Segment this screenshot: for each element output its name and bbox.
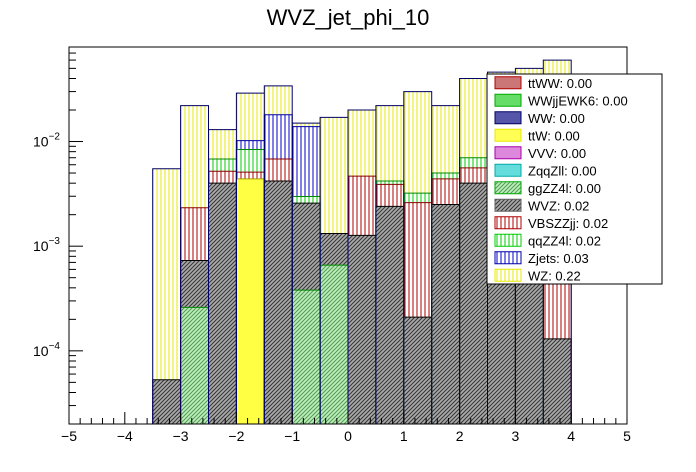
legend: ttWW: 0.00 WWjjEWK6: 0.00 WW: 0.00 ttW: 0.0…	[486, 73, 663, 285]
x-tick-label: −2	[228, 428, 244, 444]
legend-swatch	[494, 181, 522, 195]
legend-swatch	[494, 163, 522, 177]
legend-swatch	[494, 198, 522, 212]
legend-swatch	[494, 268, 522, 282]
x-tick-label: 5	[623, 428, 631, 444]
bar-qqZZ4l-4	[180, 307, 209, 424]
x-tick-label: 2	[456, 428, 464, 444]
legend-label: WW: 0.00	[528, 111, 585, 126]
legend-swatch	[494, 251, 522, 265]
x-axis: −5 −4 −3 −2 −1 0 1 2 3 4 5	[61, 412, 631, 444]
legend-label: WVZ: 0.02	[528, 198, 589, 213]
x-tick-label: 3	[512, 428, 520, 444]
bar-WZ-6	[236, 178, 265, 424]
bar-WVZ-3	[152, 379, 181, 424]
bar-WVZ-17	[543, 338, 572, 424]
bar-WVZ-5	[208, 183, 237, 424]
outline-total	[152, 59, 572, 424]
bar-WVZ-14	[459, 183, 488, 424]
y-tick-label: 10−4	[33, 341, 60, 359]
bar-qqZZ4l-8	[292, 290, 321, 424]
legend-label: qqZZ4l: 0.02	[528, 233, 601, 248]
bar-WVZ-13	[431, 204, 460, 424]
legend-label: ttW: 0.00	[528, 128, 580, 143]
legend-label: VBSZZjj: 0.02	[528, 216, 608, 231]
x-tick-label: −4	[117, 428, 133, 444]
chart-title: WVZ_jet_phi_10	[267, 5, 430, 30]
legend-label: WWjjEWK6: 0.00	[528, 93, 628, 108]
legend-swatch	[494, 111, 522, 125]
bar-qqZZ4l-9	[320, 265, 348, 424]
legend-swatch	[494, 216, 522, 230]
y-tick-label: 10−2	[33, 132, 60, 150]
y-axis: 10−2 10−3 10−4	[33, 46, 83, 425]
legend-label: ggZZ4l: 0.00	[528, 181, 601, 196]
y-tick-label: 10−3	[33, 236, 60, 254]
x-tick-label: −5	[61, 428, 77, 444]
legend-swatch	[494, 146, 522, 160]
legend-swatch	[494, 93, 522, 107]
x-tick-label: 4	[567, 428, 575, 444]
x-tick-label: 1	[400, 428, 408, 444]
bar-WVZ-11	[375, 206, 404, 424]
legend-swatch	[494, 76, 522, 90]
bar-WVZ-12	[403, 317, 432, 424]
legend-label: ttWW: 0.00	[528, 76, 592, 91]
legend-swatch	[494, 128, 522, 142]
bar-WVZ-7	[264, 180, 293, 424]
legend-label: Zjets: 0.03	[528, 251, 589, 266]
x-tick-label: −3	[173, 428, 189, 444]
legend-label: VVV: 0.00	[528, 146, 586, 161]
legend-label: ZqqZll: 0.00	[528, 163, 597, 178]
legend-swatch	[494, 233, 522, 247]
x-tick-label: −1	[284, 428, 300, 444]
x-tick-label: 0	[344, 428, 352, 444]
legend-label: WZ: 0.22	[528, 268, 581, 283]
legend-box	[486, 73, 663, 285]
bar-WVZ-10	[348, 235, 376, 424]
